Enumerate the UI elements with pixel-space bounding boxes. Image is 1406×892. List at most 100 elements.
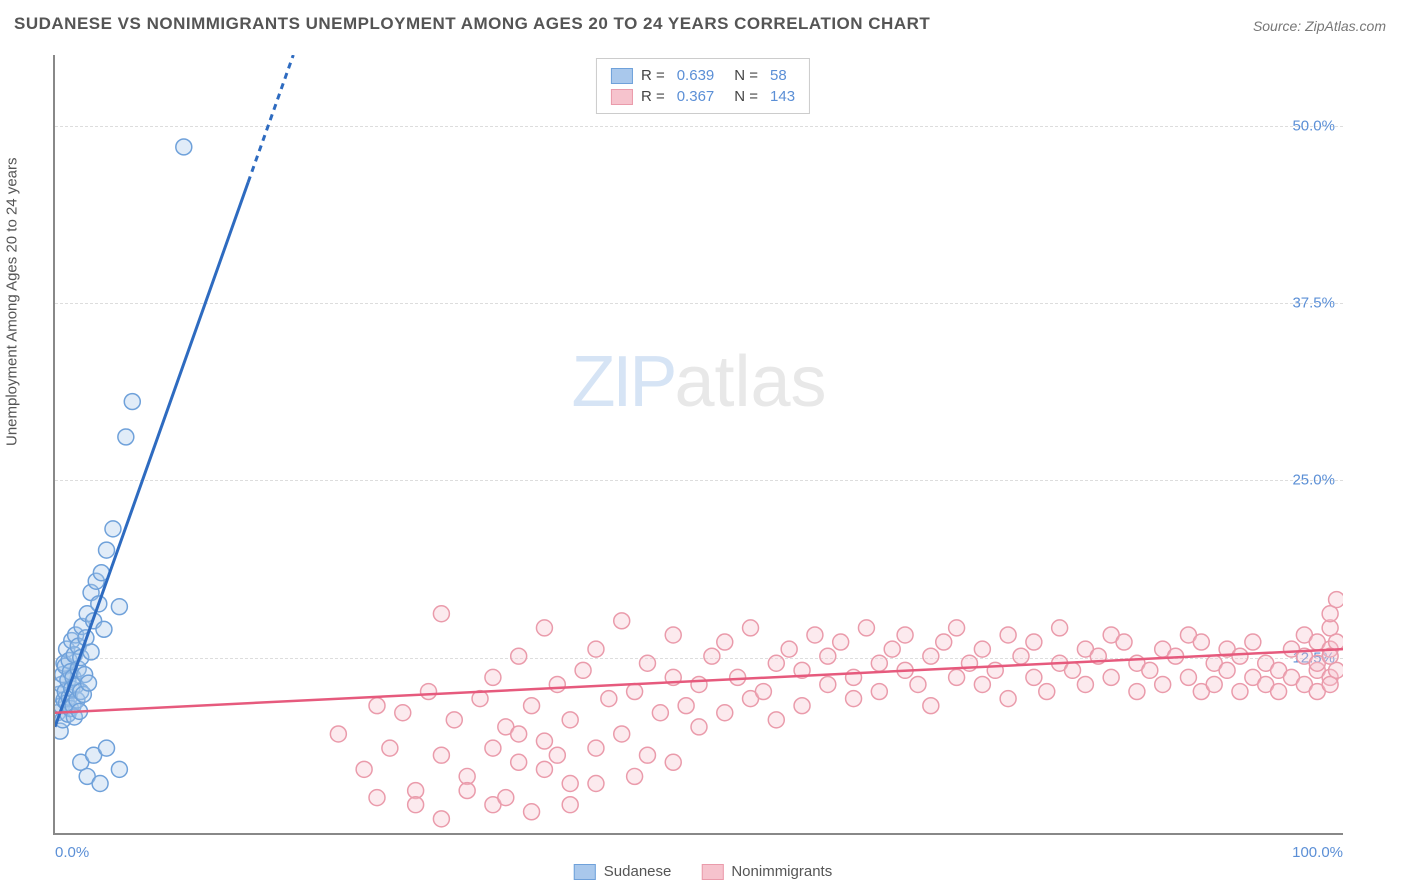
- data-point: [1232, 648, 1248, 664]
- source-label: Source:: [1253, 18, 1301, 34]
- source-name: ZipAtlas.com: [1305, 18, 1386, 34]
- data-point: [949, 620, 965, 636]
- data-point: [871, 684, 887, 700]
- data-point: [717, 705, 733, 721]
- data-point: [910, 676, 926, 692]
- data-point: [1000, 627, 1016, 643]
- legend-series-item: Nonimmigrants: [701, 863, 832, 880]
- data-point: [639, 747, 655, 763]
- legend-n-label: N =: [734, 88, 758, 105]
- y-axis-label: Unemployment Among Ages 20 to 24 years: [4, 157, 21, 446]
- data-point: [691, 676, 707, 692]
- data-point: [858, 620, 874, 636]
- data-point: [433, 747, 449, 763]
- data-point: [99, 740, 115, 756]
- data-point: [118, 429, 134, 445]
- legend-series-label: Nonimmigrants: [731, 863, 832, 880]
- data-point: [1013, 648, 1029, 664]
- data-point: [81, 675, 97, 691]
- data-point: [446, 712, 462, 728]
- data-point: [1142, 662, 1158, 678]
- data-point: [511, 726, 527, 742]
- chart-title: SUDANESE VS NONIMMIGRANTS UNEMPLOYMENT A…: [14, 14, 930, 34]
- data-point: [974, 641, 990, 657]
- data-point: [1052, 620, 1068, 636]
- data-point: [807, 627, 823, 643]
- data-point: [974, 676, 990, 692]
- trend-line: [55, 182, 248, 727]
- data-point: [923, 648, 939, 664]
- data-point: [111, 599, 127, 615]
- data-point: [1329, 592, 1343, 608]
- data-point: [1065, 662, 1081, 678]
- data-point: [511, 754, 527, 770]
- data-point: [524, 698, 540, 714]
- legend-swatch: [574, 864, 596, 880]
- data-point: [536, 620, 552, 636]
- trend-line-dashed: [248, 55, 293, 182]
- data-point: [1026, 669, 1042, 685]
- legend-series-item: Sudanese: [574, 863, 672, 880]
- data-point: [96, 621, 112, 637]
- data-point: [92, 776, 108, 792]
- data-point: [768, 655, 784, 671]
- data-point: [1329, 634, 1343, 650]
- data-point: [498, 790, 514, 806]
- data-point: [678, 698, 694, 714]
- data-point: [820, 676, 836, 692]
- legend-r-value: 0.639: [677, 67, 715, 84]
- data-point: [524, 804, 540, 820]
- data-point: [1039, 684, 1055, 700]
- legend-stat-row: R = 0.367 N = 143: [611, 86, 795, 107]
- data-point: [1077, 676, 1093, 692]
- data-point: [99, 542, 115, 558]
- data-point: [330, 726, 346, 742]
- data-point: [1129, 684, 1145, 700]
- data-point: [421, 684, 437, 700]
- data-point: [794, 698, 810, 714]
- data-point: [176, 139, 192, 155]
- data-point: [536, 761, 552, 777]
- data-point: [485, 740, 501, 756]
- data-point: [1245, 634, 1261, 650]
- data-point: [382, 740, 398, 756]
- data-point: [1180, 669, 1196, 685]
- data-point: [588, 641, 604, 657]
- data-point: [549, 676, 565, 692]
- source-attribution: Source: ZipAtlas.com: [1253, 18, 1386, 34]
- data-point: [743, 620, 759, 636]
- series-legend: Sudanese Nonimmigrants: [574, 863, 832, 880]
- data-point: [1000, 691, 1016, 707]
- x-tick-label: 0.0%: [55, 844, 89, 861]
- data-point: [356, 761, 372, 777]
- legend-swatch: [611, 68, 633, 84]
- chart-container: SUDANESE VS NONIMMIGRANTS UNEMPLOYMENT A…: [0, 0, 1406, 892]
- legend-n-value: 143: [770, 88, 795, 105]
- data-point: [369, 790, 385, 806]
- data-point: [511, 648, 527, 664]
- data-point: [897, 627, 913, 643]
- data-point: [536, 733, 552, 749]
- data-point: [111, 761, 127, 777]
- legend-swatch: [611, 89, 633, 105]
- data-point: [588, 740, 604, 756]
- legend-r-label: R =: [641, 88, 665, 105]
- legend-r-value: 0.367: [677, 88, 715, 105]
- data-point: [1116, 634, 1132, 650]
- data-point: [691, 719, 707, 735]
- data-point: [665, 627, 681, 643]
- data-point: [1329, 662, 1343, 678]
- data-point: [665, 754, 681, 770]
- data-point: [833, 634, 849, 650]
- data-point: [755, 684, 771, 700]
- data-point: [884, 641, 900, 657]
- correlation-legend: R =0.639N =58R =0.367N =143: [596, 58, 810, 114]
- data-point: [627, 684, 643, 700]
- data-point: [614, 726, 630, 742]
- data-point: [1155, 676, 1171, 692]
- plot-svg: [55, 55, 1343, 833]
- data-point: [459, 783, 475, 799]
- data-point: [1219, 662, 1235, 678]
- x-tick-label: 100.0%: [1292, 844, 1343, 861]
- data-point: [105, 521, 121, 537]
